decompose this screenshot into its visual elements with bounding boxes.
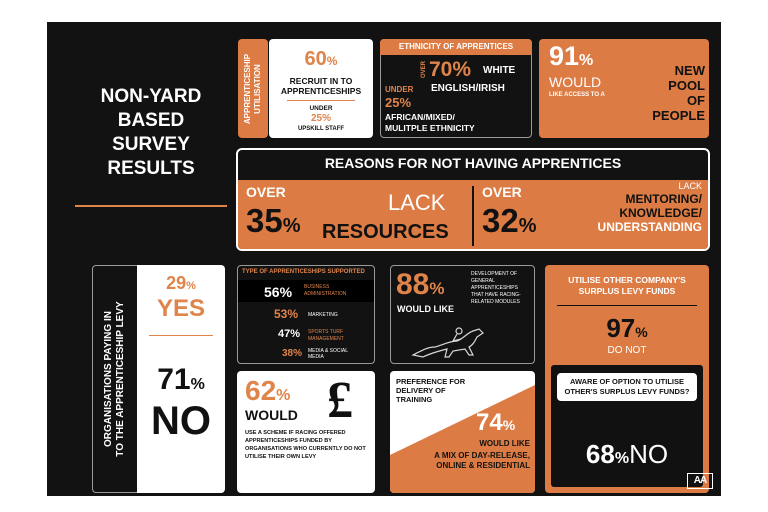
levy-card: 29% YES 71% NO [137,265,225,493]
surplus-aware: AWARE OF OPTION TO UTILISE OTHER'S SURPL… [557,373,697,401]
delivery-diagonal [390,385,535,493]
reasons-left-pct: 35% [246,202,301,239]
ethnicity-title: ETHNICITY OF APPRENTICES [380,39,532,55]
title-line: SURVEY [112,134,190,155]
ethnicity-under: UNDER [385,85,414,94]
surplus-card: UTILISE OTHER COMPANY'S SURPLUS LEVY FUN… [545,265,709,493]
levy-side-label: ORGANISATIONS PAYING IN TO THE APPRENTIC… [103,301,126,457]
ethnicity-group1-b: ENGLISH/IRISH [431,83,505,94]
newpool-text: NEW POOL OF PEOPLE [652,63,705,123]
ethnicity-group2-b: MULITPLE ETHNICITY [385,123,475,133]
reasons-right-pct: 32% [482,202,537,239]
ethnicity-card: ETHNICITY OF APPRENTICES OVER 70% WHITE … [380,39,532,138]
general-would-like: WOULD LIKE [397,304,454,314]
levy-yes-pct: 29% [166,273,196,293]
utilisation-side-panel: APPRENTICESHIP UTILISATION [238,39,268,138]
ethnicity-pct1: 70% [429,58,472,81]
reasons-title: REASONS FOR NOT HAVING APPRENTICES [324,155,622,171]
scheme-card: 62% WOULD £ USE A SCHEME IF RACING OFFER… [237,371,375,493]
pound-icon: £ [327,372,353,429]
infographic-poster: NON-YARD BASED SURVEY RESULTS APPRENTICE… [47,22,721,496]
reasons-right-over: OVER [482,184,522,200]
reasons-left-lack: LACK [388,190,446,215]
surplus-no: 68%NO [585,439,669,469]
ethnicity-group2-a: AFRICAN/MIXED/ [385,112,455,122]
reasons-divider [472,186,474,246]
delivery-desc: A MIX OF DAY-RELEASE, ONLINE & RESIDENTI… [434,451,530,470]
levy-no: NO [151,399,211,443]
levy-yes: YES [156,295,206,322]
delivery-title: PREFERENCE FOR DELIVERY OF TRAINING [396,377,466,404]
types-row: 53% MARKETING [274,307,338,321]
utilisation-card: 60% RECRUIT IN TO APPRENTICESHIPS UNDER … [269,39,373,138]
reasons-left-what: RESOURCES [322,221,449,243]
reasons-card: REASONS FOR NOT HAVING APPRENTICES OVER … [236,148,710,251]
horse-racing-icon [411,327,484,358]
newpool-pct: 91% [549,41,594,71]
surplus-box: AWARE OF OPTION TO UTILISE OTHER'S SURPL… [551,365,703,487]
ethnicity-pct2: 25% [385,95,412,110]
ethnicity-group1-a: WHITE [483,65,516,76]
surplus-title: UTILISE OTHER COMPANY'S SURPLUS LEVY FUN… [568,275,686,296]
ethnicity-over: OVER [421,60,427,78]
utilisation-upskill: UPSKILL STAFF [297,126,345,132]
levy-separator [149,335,213,336]
delivery-card: PREFERENCE FOR DELIVERY OF TRAINING 74% … [390,371,535,493]
delivery-would-like: WOULD LIKE [479,439,530,448]
utilisation-side-label: APPRENTICESHIP UTILISATION [243,53,262,124]
general-desc: DEVELOPMENT OF GENERAL APPRENTICESHIPS T… [471,271,521,305]
title-line: BASED [117,110,185,131]
types-title: TYPE OF APPRENTICESHIPS SUPPORTED [242,269,365,275]
types-card: TYPE OF APPRENTICESHIPS SUPPORTED 56% BU… [237,265,375,364]
reasons-body: OVER 35% LACK RESOURCES OVER 32% LACK ME… [238,180,708,249]
scheme-would: WOULD [245,407,298,423]
utilisation-text: RECRUIT IN TO APPRENTICESHIPS [280,76,362,96]
scheme-pct: 62% [245,375,291,406]
levy-no-pct: 71% [157,363,205,396]
general-pct: 88% [396,268,445,301]
page-title: NON-YARD BASED SURVEY RESULTS [81,85,221,181]
newpool-sub: LIKE ACCESS TO A [549,92,605,98]
surplus-underline [557,305,697,306]
utilisation-pct: 60% [304,48,338,70]
utilisation-under-pct: 25% [310,113,331,124]
general-card: 88% WOULD LIKE DEVELOPMENT OF GENERAL AP… [390,265,535,364]
levy-side-panel: ORGANISATIONS PAYING IN TO THE APPRENTIC… [92,265,137,493]
types-row: 56% BUSINESS ADMINISTRATION [238,280,374,302]
title-line: RESULTS [107,158,195,179]
newpool-card: 91% WOULD LIKE ACCESS TO A NEW POOL OF P… [539,39,709,138]
scheme-desc: USE A SCHEME IF RACING OFFERED APPRENTIC… [245,430,366,460]
delivery-pct: 74% [476,409,516,436]
newpool-would: WOULD [549,74,602,90]
surplus-pct: 97% [606,313,648,343]
utilisation-underline [287,100,355,101]
types-row: 47% SPORTS TURF MANAGEMENT [278,328,344,342]
title-underline [75,205,227,207]
types-row: 38% MEDIA & SOCIAL MEDIA [282,348,348,360]
logo: AA [687,473,713,489]
reasons-right-text: LACK MENTORING/ KNOWLEDGE/ UNDERSTANDING [597,181,702,234]
title-line: NON-YARD [100,86,202,107]
utilisation-under: UNDER [309,105,333,112]
surplus-do-not: DO NOT [607,345,647,356]
reasons-left-over: OVER [246,184,286,200]
